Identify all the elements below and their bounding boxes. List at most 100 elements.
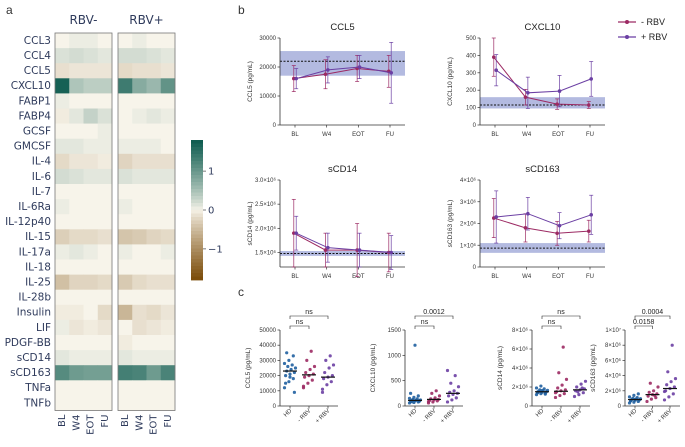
heatmap-cell xyxy=(55,319,70,336)
y-axis-label: sCD163 (pg/mL) xyxy=(447,200,454,248)
significance-bracket: ns xyxy=(541,319,562,329)
scatter-plot-scd163: 0 2×10⁶ 4×10⁶ 6×10⁶ 8×10⁶ 1×10⁷ HD - RBV + RBV sC… xyxy=(590,309,680,425)
heatmap-cell xyxy=(146,395,162,411)
data-point xyxy=(304,370,308,375)
heatmap-cell xyxy=(83,199,99,215)
heatmap-cell xyxy=(146,168,162,185)
heatmap-cell xyxy=(83,33,99,49)
heatmap-cell xyxy=(132,365,147,381)
heatmap-cell xyxy=(146,304,162,321)
colorbar-segment xyxy=(191,255,203,260)
bracket-label: ns xyxy=(421,319,429,326)
heatmap-cell xyxy=(83,259,99,275)
data-point xyxy=(329,380,333,384)
colorbar-segment xyxy=(191,143,203,148)
data-point xyxy=(407,396,412,400)
heatmap-cell xyxy=(146,274,162,290)
y-tick-label: 50000 xyxy=(259,328,276,334)
legend-label: + RBV xyxy=(641,32,667,42)
x-tick-label: BL xyxy=(291,274,299,280)
heatmap-cell xyxy=(146,380,162,396)
significance-bracket: ns xyxy=(541,309,581,319)
data-point xyxy=(632,393,636,397)
data-point xyxy=(560,383,564,387)
heatmap-cell xyxy=(132,395,147,411)
data-point xyxy=(564,377,569,381)
heatmap-cell xyxy=(97,108,113,124)
heatmap-cell xyxy=(132,33,147,49)
data-point xyxy=(430,391,434,395)
bracket-line xyxy=(541,315,581,319)
x-tick-label: - RBV xyxy=(640,408,656,424)
heatmap-cell xyxy=(132,153,147,170)
heatmap-cell xyxy=(118,63,133,79)
heatmap-cell xyxy=(146,214,162,230)
data-point xyxy=(292,390,296,394)
heatmap-cell xyxy=(160,274,176,290)
legend: - RBV + RBV xyxy=(618,17,667,42)
data-point xyxy=(326,68,330,72)
colorbar-segment xyxy=(191,178,203,183)
significance-bracket: ns xyxy=(289,309,329,319)
heatmap-cell xyxy=(69,350,84,366)
x-tick-label: EOT xyxy=(552,274,565,280)
data-point xyxy=(589,77,593,81)
data-point xyxy=(305,358,309,362)
y-axis-label: CCL5 (pg/mL) xyxy=(245,348,252,389)
y-tick-label: 4×10⁶ xyxy=(460,177,477,184)
heatmap-cell xyxy=(55,48,70,64)
heatmap-cell xyxy=(97,199,113,215)
y-tick-label: 2×10⁶ xyxy=(460,221,477,228)
y-tick-label: 1×10⁷ xyxy=(605,327,621,334)
data-point xyxy=(294,76,299,81)
data-point xyxy=(629,399,633,403)
y-tick-label: 20000 xyxy=(259,65,276,71)
heatmap-row-label: IL-12p40 xyxy=(5,216,51,228)
data-point xyxy=(456,385,461,389)
heatmap-cell xyxy=(69,395,84,411)
y-tick-label: 0 xyxy=(273,404,277,410)
heatmap-cell xyxy=(83,304,99,321)
data-point xyxy=(670,343,674,347)
data-point xyxy=(328,354,332,358)
heatmap-cell xyxy=(69,335,84,351)
data-point xyxy=(555,102,559,106)
heatmap-cell xyxy=(118,335,133,351)
heatmap-cell xyxy=(160,48,176,64)
colorbar-segment xyxy=(191,269,203,274)
y-tick-label: 300 xyxy=(466,71,477,77)
heatmap-cell xyxy=(55,259,70,275)
colorbar-segment xyxy=(191,157,203,162)
heatmap-row-label: CCL3 xyxy=(24,35,51,47)
data-point xyxy=(575,385,579,389)
heatmap-cell xyxy=(132,108,147,124)
data-point xyxy=(577,393,581,397)
x-tick-label: FU xyxy=(386,274,394,280)
bracket-label: ns xyxy=(557,309,565,316)
heatmap-column-label: W4 xyxy=(71,415,82,431)
heatmap-row-label: LIF xyxy=(36,322,51,334)
heatmap-cell xyxy=(97,138,113,155)
heatmap-cell xyxy=(55,365,70,381)
data-point xyxy=(412,395,416,399)
heatmap-cell xyxy=(146,48,162,64)
colorbar-segment xyxy=(191,203,203,207)
heatmap-cell xyxy=(55,184,70,200)
heatmap-cell xyxy=(146,138,162,155)
data-point xyxy=(290,363,294,367)
data-point xyxy=(288,372,292,376)
y-tick-label: 0 xyxy=(525,404,529,410)
y-axis-label: CCL5 (pg/mL) xyxy=(247,61,254,102)
y-tick-label: 8×10⁶ xyxy=(605,342,622,349)
colorbar-segment xyxy=(191,262,203,267)
bracket-line xyxy=(634,325,653,329)
heatmap-cell xyxy=(83,274,99,290)
data-point xyxy=(652,389,656,393)
panel-label-c: c xyxy=(238,285,244,299)
heatmap-cell xyxy=(132,93,147,109)
bracket-line xyxy=(289,325,310,329)
data-point xyxy=(286,364,290,369)
y-tick-label: 500 xyxy=(391,379,402,385)
significance-bracket: ns xyxy=(289,319,310,329)
y-tick-label: 10000 xyxy=(259,389,276,395)
